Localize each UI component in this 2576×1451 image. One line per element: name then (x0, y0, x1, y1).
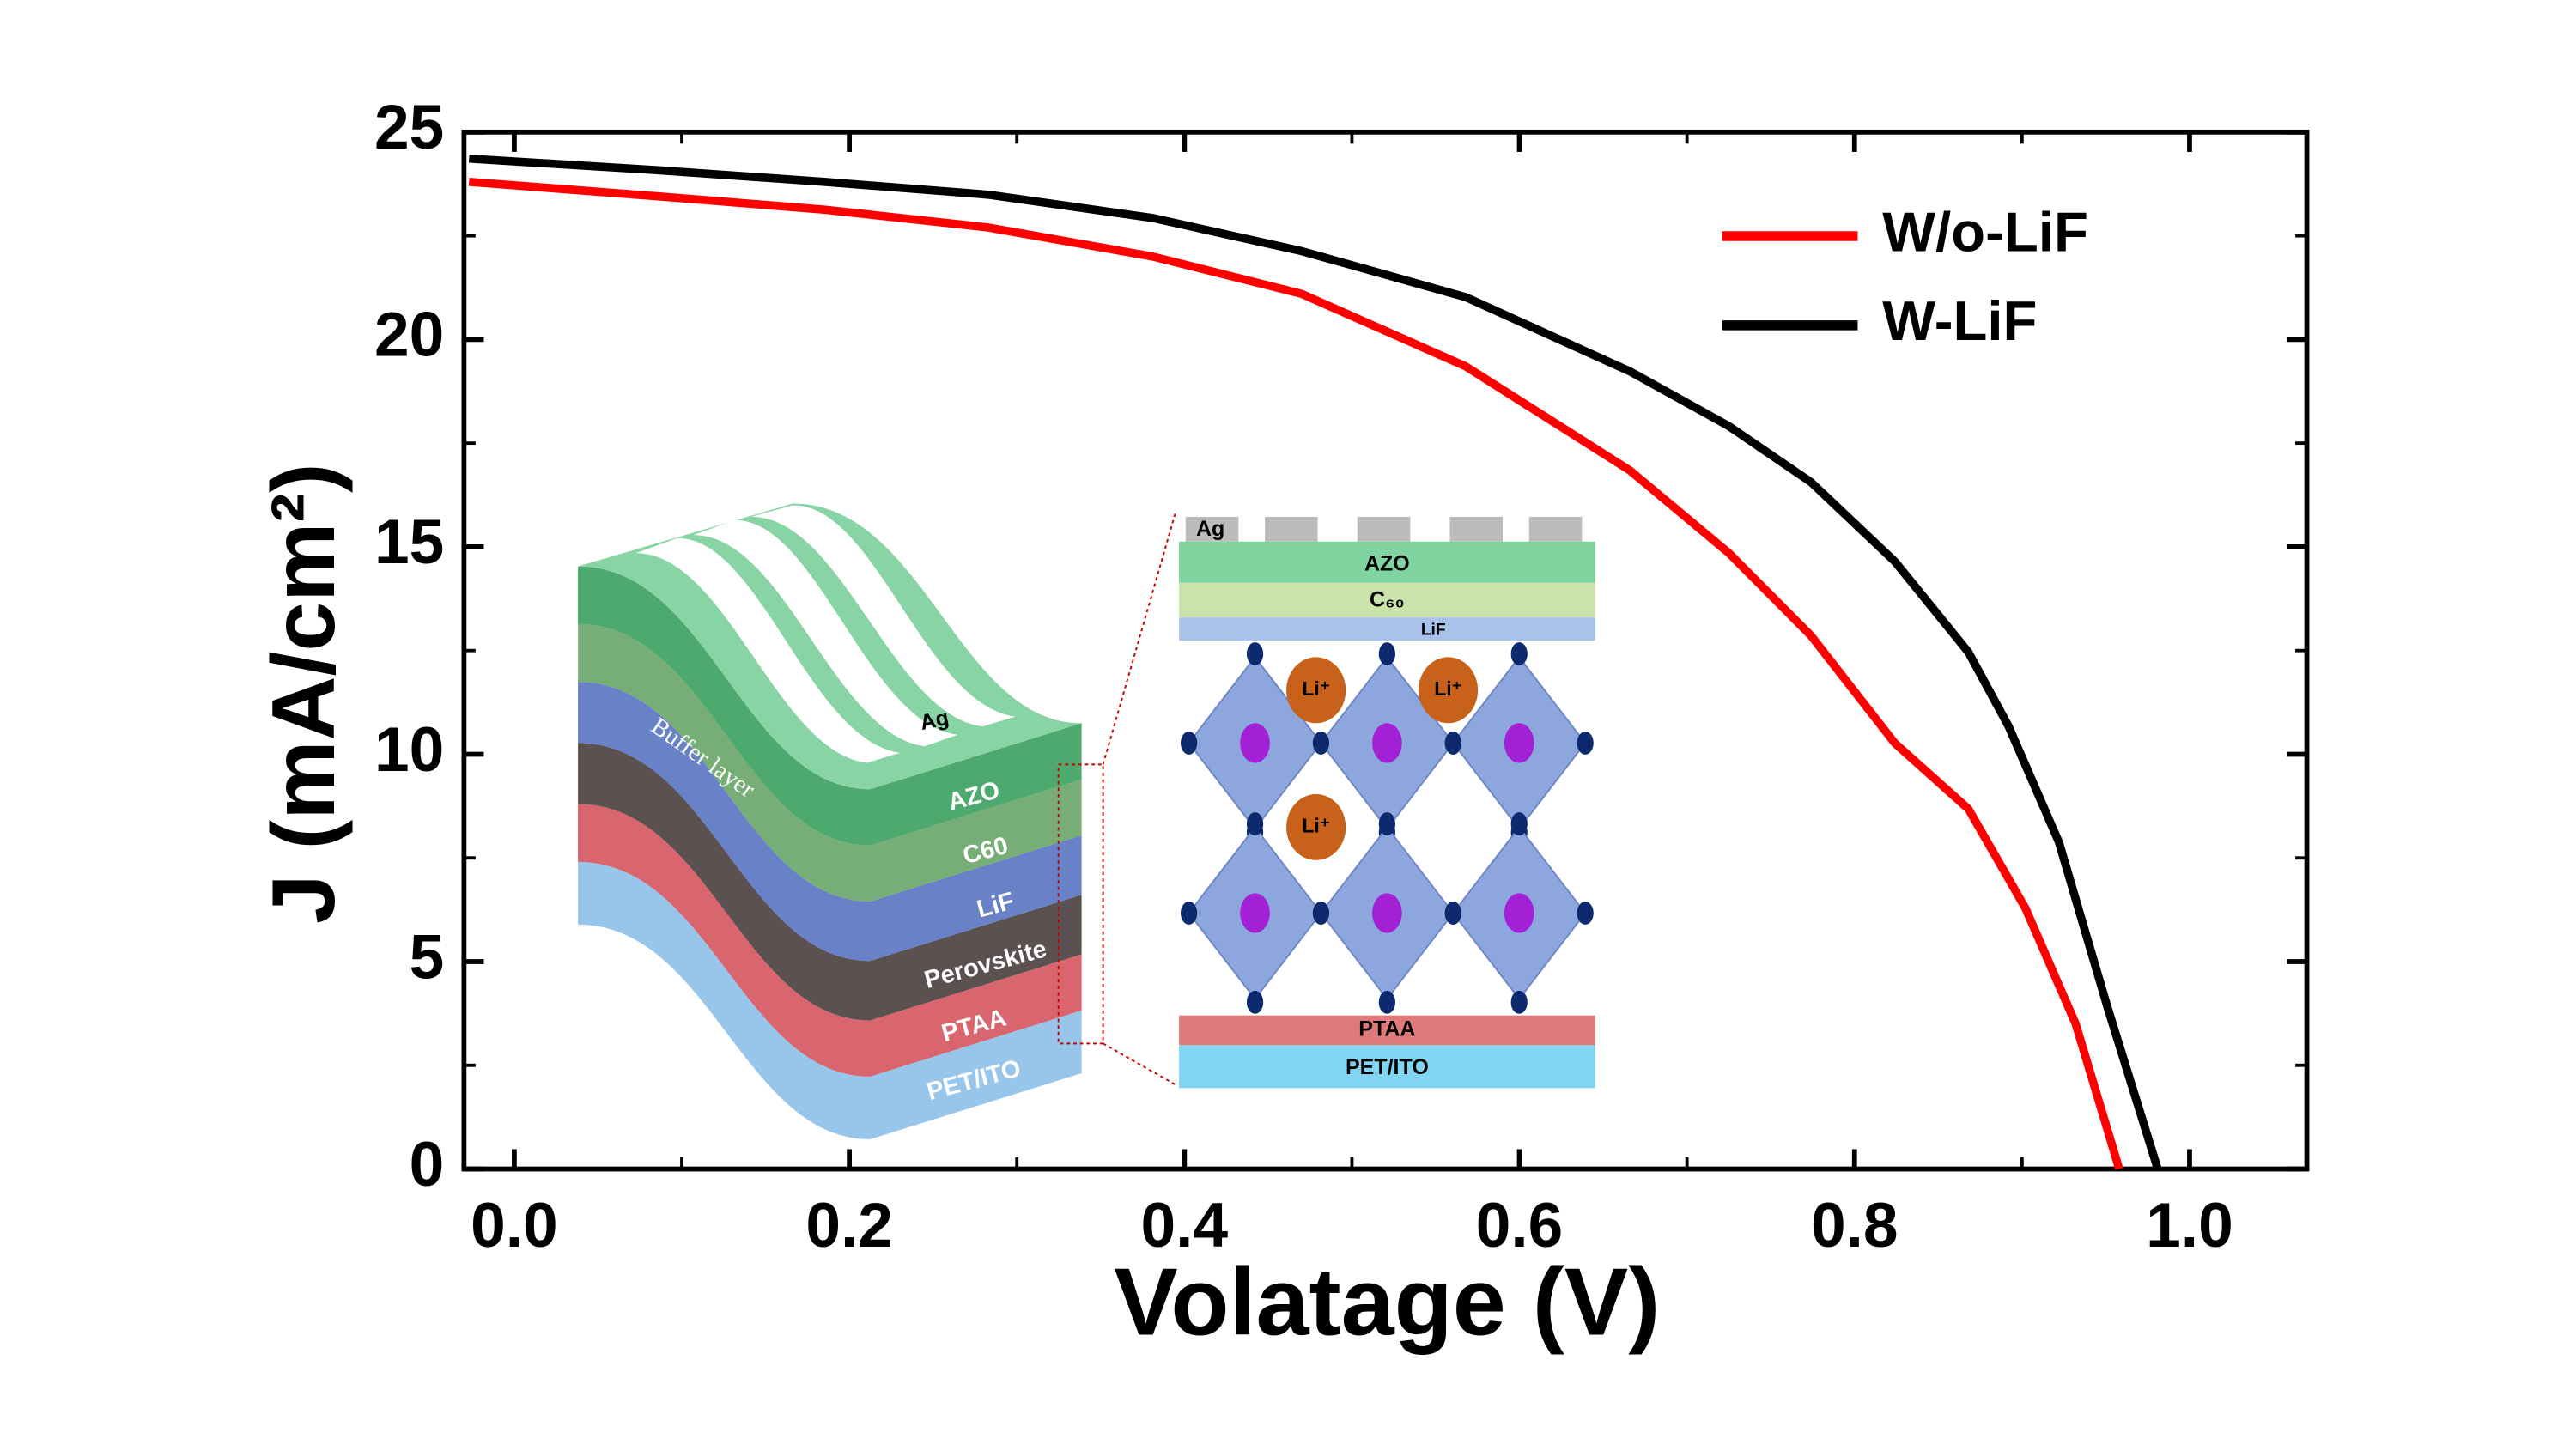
ag-bar (1528, 516, 1583, 542)
x-site (1378, 812, 1395, 836)
li-ion (1286, 657, 1346, 724)
x-site (1510, 812, 1528, 836)
y-tick-label: 25 (374, 93, 444, 162)
azo-layer (1179, 541, 1595, 583)
x-tick-label: 1.0 (2146, 1191, 2233, 1260)
y-tick-label: 10 (374, 715, 444, 785)
x-site (1181, 902, 1198, 925)
series-line (468, 154, 2162, 1170)
x-site (1510, 990, 1528, 1014)
x-axis-title: Volatage (V) (1114, 1248, 1660, 1355)
li-label: Li⁺ (1434, 677, 1462, 700)
x-tick-label: 0.6 (1476, 1191, 1564, 1260)
zoom-line (1102, 511, 1177, 765)
x-tick-label: 0.2 (805, 1191, 893, 1260)
ag-finger (751, 505, 1016, 727)
y-tick-label: 5 (410, 922, 445, 992)
layer-azo (578, 566, 1082, 846)
layer-ptaa (578, 804, 1082, 1077)
layer-perovskite (578, 743, 1082, 1021)
pet-layer (1179, 1045, 1595, 1089)
b-site (1372, 893, 1402, 933)
li-label: Li⁺ (1302, 815, 1330, 837)
li-ion (1418, 657, 1479, 724)
layer-c60 (578, 623, 1082, 902)
c60-layer (1179, 582, 1595, 618)
x-site (1378, 642, 1395, 665)
ag-bar (1265, 516, 1318, 542)
ag-label: Ag (918, 706, 951, 735)
y-tick-label: 20 (374, 301, 444, 370)
x-site (1378, 990, 1395, 1014)
y-axis-title: J (mA/cm²) (254, 463, 354, 924)
b-site (1240, 723, 1270, 763)
li-ion (1286, 794, 1346, 860)
x-tick-label: 0.0 (471, 1191, 558, 1260)
ag-label: Ag (1196, 517, 1224, 541)
layer-lif (578, 682, 1082, 962)
x-site (1312, 731, 1330, 755)
y-tick-label: 0 (410, 1130, 445, 1199)
x-tick-label: 0.4 (1141, 1191, 1229, 1260)
x-site (1246, 812, 1264, 836)
azo-label: AZO (1364, 551, 1410, 575)
x-tick-label: 0.8 (1811, 1191, 1899, 1260)
ptaa-layer (1179, 1015, 1595, 1046)
b-site (1240, 893, 1270, 933)
lif-label: LiF (1421, 622, 1446, 640)
b-site (1504, 723, 1534, 763)
ptaa-label: PTAA (1358, 1017, 1415, 1041)
zoom-line (1103, 1042, 1176, 1086)
b-site (1504, 893, 1534, 933)
ag-bar (1357, 516, 1411, 542)
legend-label: W-LiF (1882, 289, 2037, 352)
x-site (1444, 731, 1461, 755)
pet-label: PET/ITO (1346, 1055, 1429, 1079)
c60-label: C₆₀ (1370, 588, 1405, 612)
b-site (1372, 723, 1402, 763)
x-site (1577, 731, 1594, 755)
y-tick-label: 15 (374, 507, 444, 577)
series-line (468, 178, 2123, 1170)
x-site (1510, 642, 1528, 665)
lif-layer (1179, 617, 1595, 641)
x-site (1246, 642, 1264, 665)
ag-finger (693, 519, 958, 747)
li-label: Li⁺ (1302, 677, 1330, 700)
layer-pet (578, 861, 1082, 1139)
cross-section-inset: Ag AZO C₆₀ LiF Li⁺ Li⁺ Li⁺ PTAA PET/ITO (1179, 516, 1595, 1089)
legend-label: W/o-LiF (1882, 200, 2088, 263)
x-site (1577, 902, 1594, 925)
ag-bar (1449, 516, 1503, 542)
x-site (1444, 902, 1461, 925)
ag-bar (1185, 516, 1239, 542)
x-site (1312, 902, 1330, 925)
x-site (1246, 990, 1264, 1014)
ag-finger (635, 537, 901, 763)
zoom-box (1057, 763, 1104, 1045)
x-site (1181, 731, 1198, 755)
